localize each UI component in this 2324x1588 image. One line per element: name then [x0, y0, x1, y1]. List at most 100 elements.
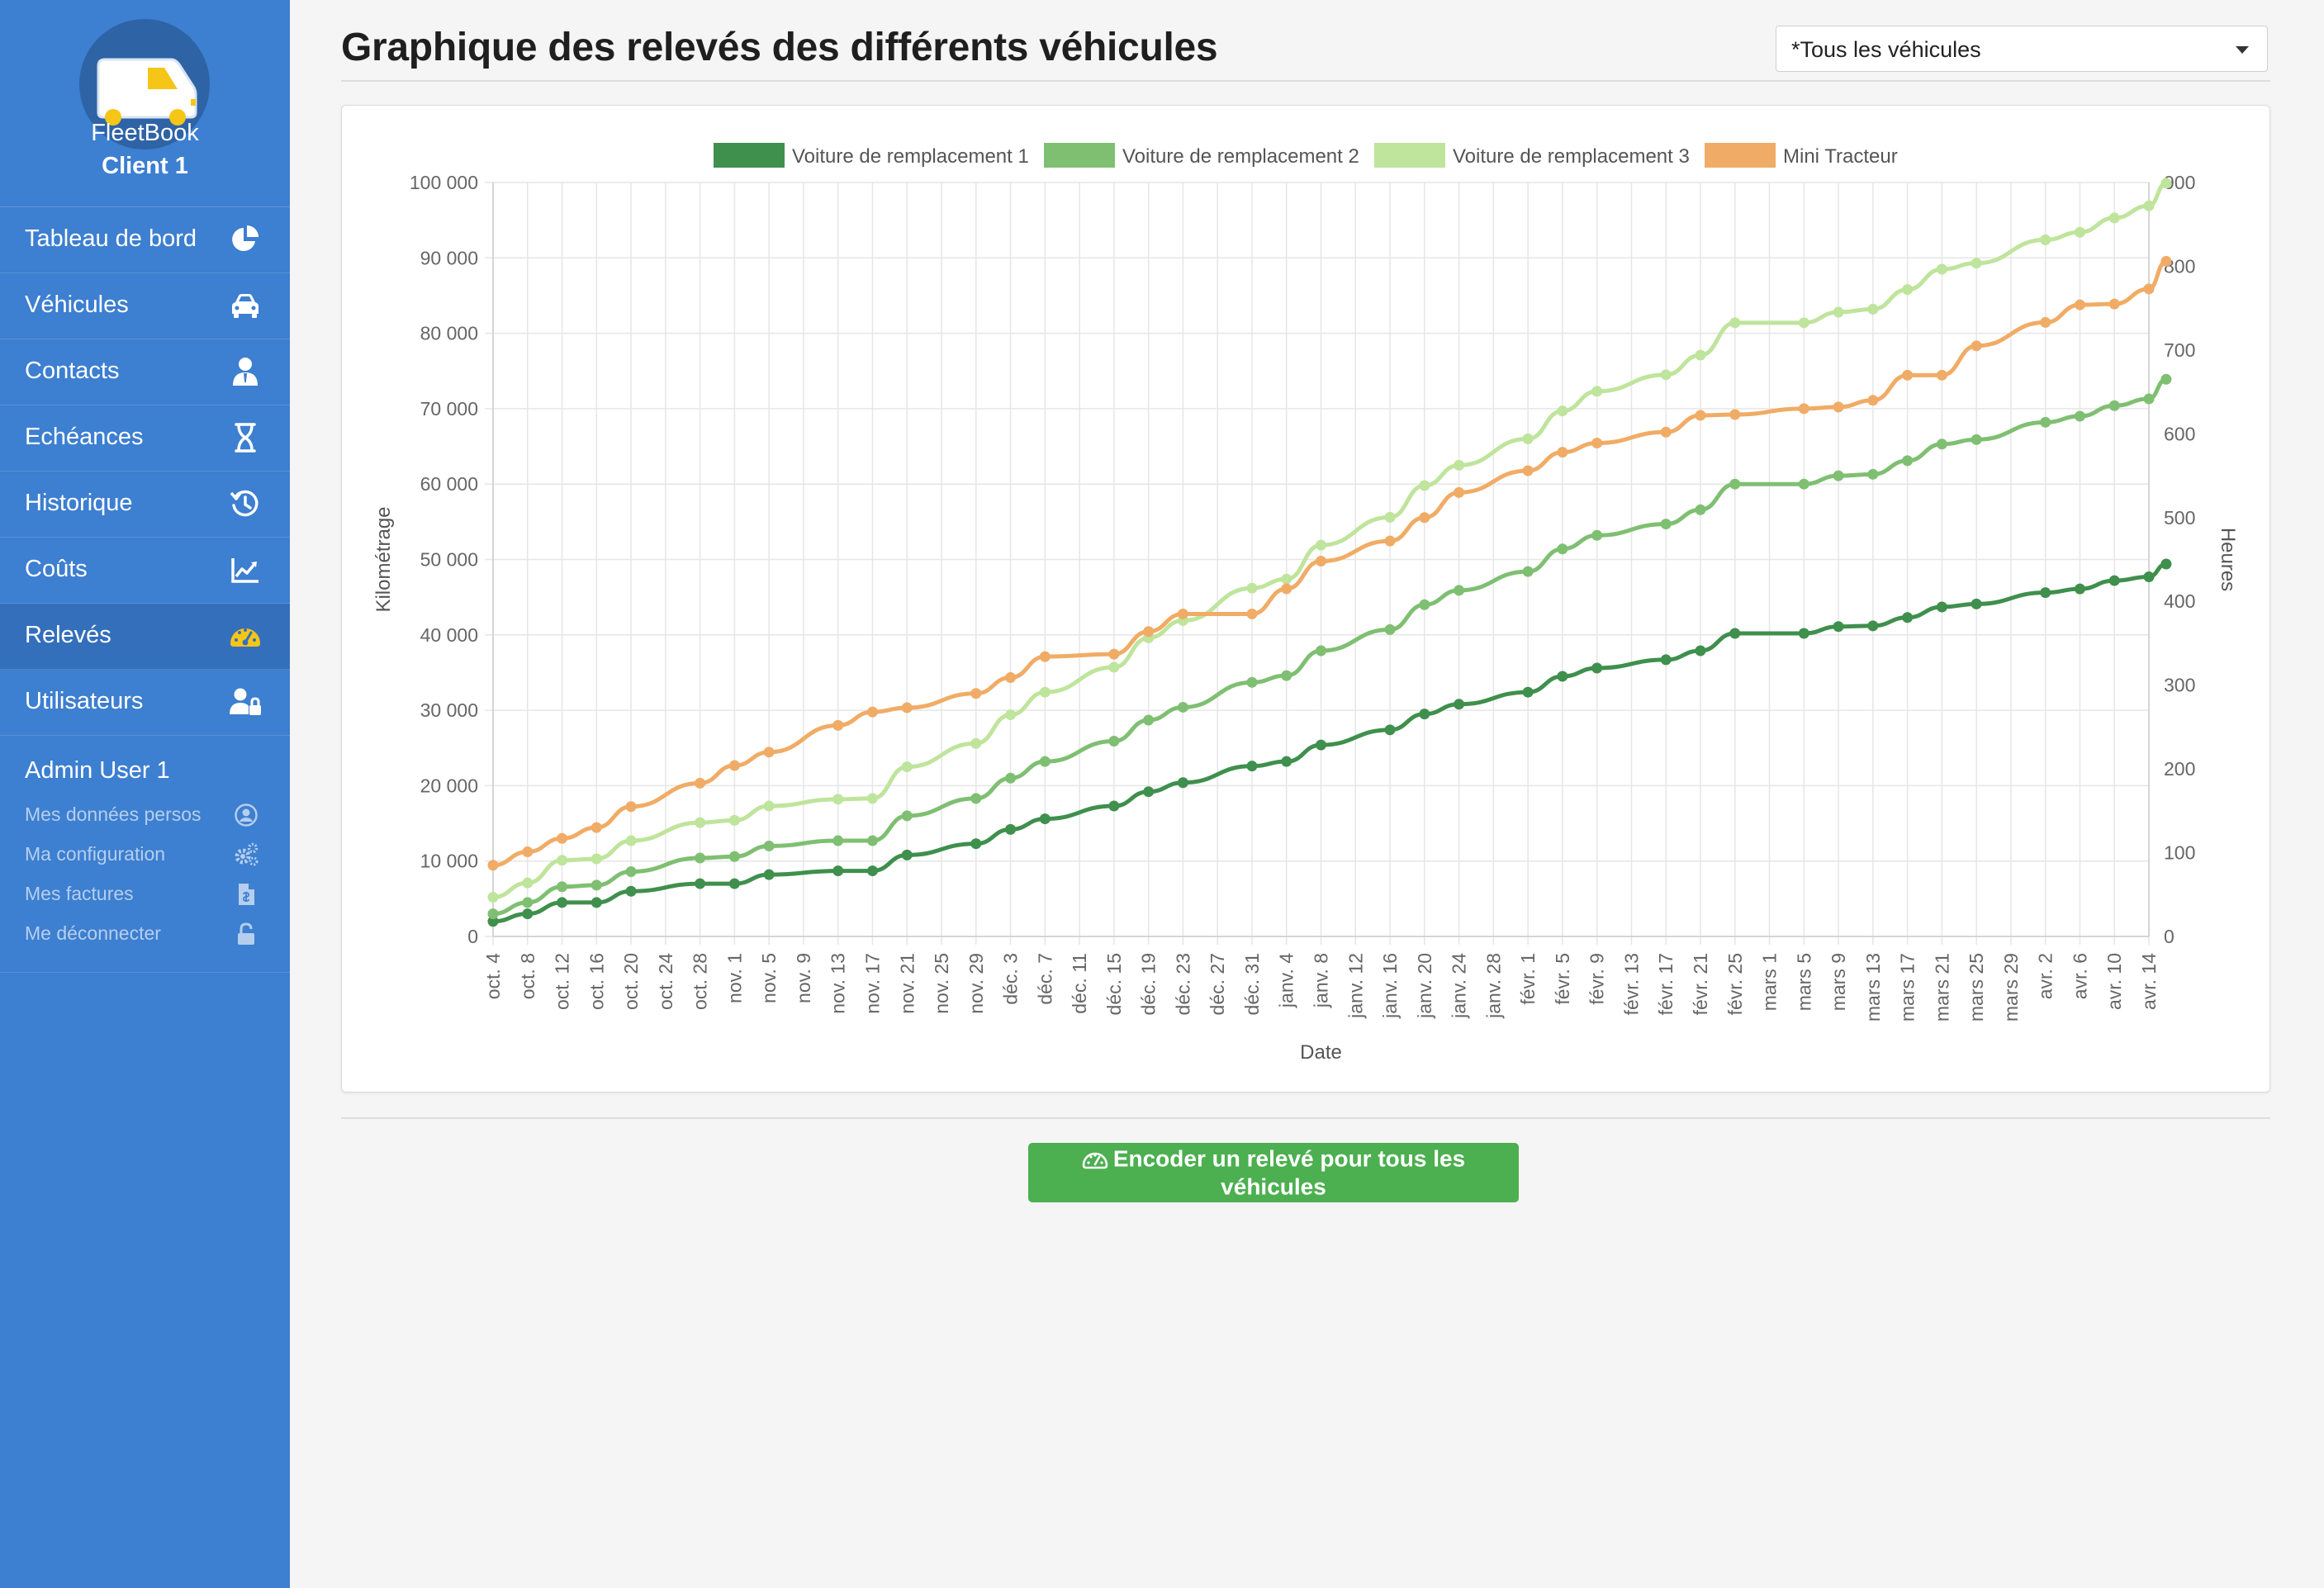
data-point [522, 908, 534, 920]
series-line [492, 181, 2167, 900]
data-point [1384, 623, 1396, 635]
data-point [970, 838, 982, 850]
x-tick-label: janv. 24 [1449, 953, 1470, 1019]
link-label: Mes données persos [25, 803, 202, 825]
data-point [763, 840, 775, 851]
x-tick-label: nov. 9 [793, 953, 814, 1003]
nav-item-utilisateurs[interactable]: Utilisateurs [0, 670, 290, 736]
nav-item-historique[interactable]: Historique [0, 472, 290, 538]
data-point [2040, 234, 2051, 245]
data-point [2108, 575, 2120, 586]
nav-item-couts[interactable]: Coûts [0, 538, 290, 604]
x-tick-label: oct. 4 [482, 953, 504, 999]
encode-reading-button[interactable]: Encoder un relevé pour tous les véhicule… [1028, 1143, 1519, 1202]
data-point [1419, 480, 1430, 491]
data-point [1522, 566, 1534, 577]
data-point [1971, 434, 1982, 445]
divider [341, 1117, 2270, 1119]
data-point [1591, 529, 1603, 541]
y-tick-label: 90 000 [420, 247, 478, 268]
data-point [1419, 709, 1430, 720]
data-point [2074, 226, 2085, 238]
data-point [1522, 686, 1534, 698]
data-point [1246, 676, 1258, 688]
data-point [1108, 736, 1120, 747]
x-tick-label: nov. 17 [861, 953, 883, 1014]
data-point [970, 737, 982, 749]
speedometer-icon [230, 628, 260, 647]
data-point [522, 877, 534, 889]
x-tick-label: nov. 13 [828, 953, 849, 1014]
data-point [1039, 686, 1051, 698]
data-point [1798, 478, 1809, 490]
y2-tick-label: 0 [2164, 926, 2175, 947]
encode-button-label: Encoder un relevé pour tous les véhicule… [1112, 1146, 1466, 1200]
x-tick-label: avr. 14 [2138, 953, 2160, 1010]
pie-chart-icon [232, 225, 258, 251]
data-point [866, 706, 878, 718]
link-mes-donnees-persos[interactable]: Mes données persos [0, 797, 290, 833]
x-tick-label: oct. 24 [655, 953, 676, 1010]
contact-person-icon [233, 358, 258, 386]
data-point [1867, 303, 1879, 315]
nav-item-label: Historique [25, 490, 133, 516]
data-point [1108, 661, 1120, 673]
x-tick-label: mars 25 [1966, 953, 1987, 1022]
y-axis-title: Kilométrage [372, 506, 395, 612]
data-point [557, 855, 568, 866]
y-tick-label: 100 000 [410, 172, 478, 193]
y2-tick-label: 300 [2164, 675, 2195, 696]
data-point [1798, 403, 1809, 415]
data-point [2143, 571, 2155, 582]
link-me-deconnecter[interactable]: Me déconnecter [0, 916, 290, 952]
link-ma-configuration[interactable]: Ma configuration [0, 837, 290, 873]
data-point [1557, 405, 1568, 417]
data-point [1419, 512, 1430, 524]
nav-item-echeances[interactable]: Echéances [0, 405, 290, 472]
x-tick-label: févr. 1 [1517, 953, 1539, 1005]
history-icon [230, 490, 258, 517]
x-tick-label: déc. 23 [1172, 953, 1193, 1015]
sidebar: FleetBook Client 1 Tableau de bord Véhic… [0, 0, 290, 1588]
chart-grid [485, 182, 2150, 945]
nav-item-label: Coûts [25, 556, 88, 582]
data-point [2143, 393, 2155, 405]
unlock-icon [238, 922, 254, 945]
data-point [1902, 284, 1914, 296]
data-point [1281, 670, 1292, 681]
x-tick-label: févr. 17 [1655, 953, 1677, 1015]
y2-axis-title: Heures [2217, 528, 2239, 591]
data-point [1281, 756, 1292, 767]
data-point [1557, 671, 1568, 682]
data-point [832, 719, 844, 731]
x-tick-label: mars 13 [1862, 953, 1884, 1022]
readings-line-chart: 0 10 000 20 000 30 000 40 000 50 000 60 000 70 … [372, 143, 2239, 1064]
data-point [1454, 699, 1465, 710]
data-point [557, 832, 568, 844]
data-point [1936, 438, 1947, 450]
x-tick-label: mars 17 [1897, 953, 1918, 1022]
data-point [901, 849, 913, 860]
data-point [695, 777, 706, 789]
data-point [1419, 599, 1430, 610]
y2-tick-label: 400 [2164, 590, 2195, 612]
vehicle-select[interactable]: *Tous les véhicules [1776, 26, 2268, 72]
nav-item-contacts[interactable]: Contacts [0, 339, 290, 405]
data-point [1591, 386, 1603, 397]
nav-item-vehicules[interactable]: Véhicules [0, 273, 290, 339]
nav-item-label: Utilisateurs [25, 688, 144, 714]
user-circle-icon [235, 803, 258, 827]
x-tick-label: févr. 13 [1620, 953, 1642, 1015]
data-point [1108, 648, 1120, 660]
data-point [1936, 369, 1947, 381]
nav-item-tableau-de-bord[interactable]: Tableau de bord [0, 207, 290, 273]
data-point [1729, 478, 1741, 490]
x-tick-label: janv. 16 [1379, 953, 1401, 1019]
hourglass-icon [235, 423, 256, 453]
data-point [1867, 468, 1879, 480]
nav-item-releves[interactable]: Relevés [0, 604, 290, 670]
link-mes-factures[interactable]: Mes factures [0, 876, 290, 913]
fleetbook-van-logo[interactable] [78, 18, 211, 150]
brand: FleetBook Client 1 [0, 0, 290, 207]
data-point [901, 810, 913, 822]
